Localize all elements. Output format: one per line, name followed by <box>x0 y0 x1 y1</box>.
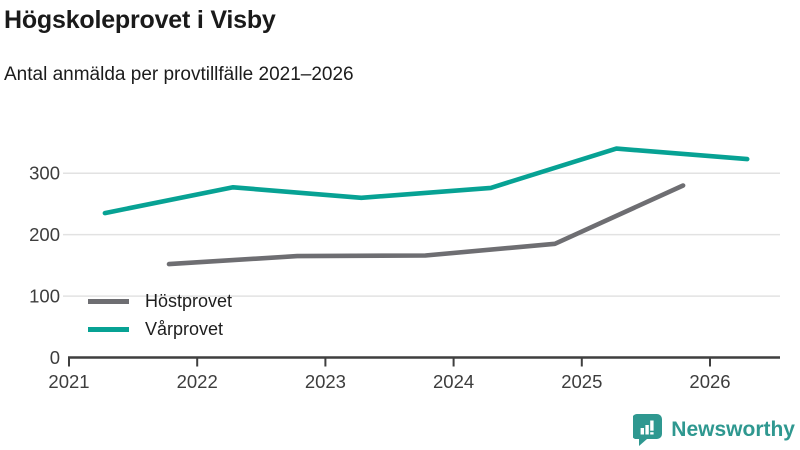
y-axis-label-0: 0 <box>50 347 60 368</box>
newsworthy-wordmark: Newsworthy <box>671 418 795 441</box>
chart-title: Högskoleprovet i Visby <box>4 6 276 34</box>
newsworthy-bars-icon <box>633 414 663 446</box>
series-line-vrprovet <box>102 146 750 216</box>
x-axis-label-2024: 2024 <box>433 371 474 392</box>
y-axis-label-100: 100 <box>29 286 60 307</box>
legend-label-varprovet: Vårprovet <box>145 319 224 339</box>
legend-item-varprovet: Vårprovet <box>88 315 232 343</box>
x-axis-label-2022: 2022 <box>177 371 218 392</box>
hostprovet-line-swatch <box>88 298 129 304</box>
varprovet-line-swatch <box>88 326 129 332</box>
y-axis-label-300: 300 <box>29 163 60 184</box>
x-axis-label-2026: 2026 <box>689 371 730 392</box>
legend-item-hostprovet: Höstprovet <box>88 287 232 315</box>
series-line-hstprovet <box>166 183 686 267</box>
x-axis-label-2025: 2025 <box>561 371 602 392</box>
chart-subtitle: Antal anmälda per provtillfälle 2021–202… <box>4 64 354 85</box>
x-axis-label-2021: 2021 <box>48 371 89 392</box>
chart-legend: Höstprovet Vårprovet <box>88 287 232 343</box>
legend-label-hostprovet: Höstprovet <box>145 291 233 311</box>
x-axis-label-2023: 2023 <box>305 371 346 392</box>
y-axis-label-200: 200 <box>29 224 60 245</box>
newsworthy-logo[interactable]: Newsworthy <box>633 413 795 446</box>
